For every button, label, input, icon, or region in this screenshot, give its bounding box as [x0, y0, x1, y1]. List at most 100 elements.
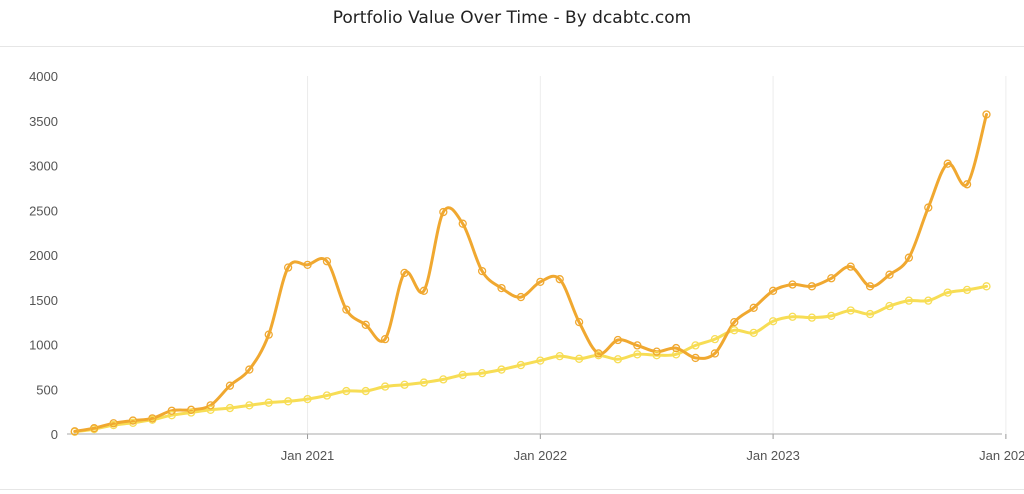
data-point[interactable]: [768, 286, 778, 295]
data-point[interactable]: [827, 311, 836, 321]
data-point[interactable]: [458, 219, 467, 228]
data-point[interactable]: [322, 257, 332, 266]
data-point[interactable]: [419, 378, 429, 387]
data-point[interactable]: [613, 335, 623, 345]
data-point[interactable]: [167, 406, 176, 415]
data-point[interactable]: [652, 351, 661, 360]
data-point[interactable]: [477, 368, 487, 378]
data-point[interactable]: [962, 285, 972, 295]
data-point[interactable]: [536, 277, 545, 287]
data-point[interactable]: [943, 288, 952, 297]
data-point[interactable]: [691, 353, 700, 363]
data-point[interactable]: [924, 203, 933, 212]
x-tick-label: Jan 2021: [281, 448, 335, 463]
data-point[interactable]: [671, 343, 681, 353]
data-point[interactable]: [671, 350, 681, 359]
data-point[interactable]: [303, 394, 312, 404]
data-point[interactable]: [70, 427, 79, 436]
data-point[interactable]: [439, 207, 448, 217]
data-point[interactable]: [439, 375, 448, 384]
data-point[interactable]: [167, 411, 176, 420]
data-point[interactable]: [516, 360, 526, 370]
data-point[interactable]: [904, 253, 914, 262]
data-point[interactable]: [361, 386, 370, 396]
data-point[interactable]: [749, 328, 758, 338]
data-point[interactable]: [380, 382, 390, 391]
data-point[interactable]: [788, 312, 797, 321]
data-point[interactable]: [768, 317, 778, 326]
data-point[interactable]: [633, 350, 642, 359]
data-point[interactable]: [555, 351, 564, 361]
data-point[interactable]: [380, 334, 390, 344]
data-point[interactable]: [865, 282, 875, 291]
data-point[interactable]: [322, 391, 332, 400]
data-point[interactable]: [924, 296, 933, 305]
data-point[interactable]: [574, 317, 584, 327]
data-point[interactable]: [361, 320, 370, 329]
data-point[interactable]: [419, 286, 429, 295]
data-point[interactable]: [225, 403, 235, 413]
x-tick-label: Jan 2023: [746, 448, 800, 463]
x-tick-label: Jan 2022: [514, 448, 568, 463]
data-point[interactable]: [885, 270, 894, 279]
data-point[interactable]: [594, 349, 603, 358]
data-point[interactable]: [574, 354, 584, 363]
y-tick-label: 2500: [29, 203, 58, 218]
data-point[interactable]: [652, 347, 661, 356]
data-point[interactable]: [148, 414, 157, 423]
data-point[interactable]: [283, 263, 293, 272]
data-point[interactable]: [186, 408, 196, 417]
chart-title: Portfolio Value Over Time - By dcabtc.co…: [332, 8, 692, 28]
data-point[interactable]: [846, 306, 855, 315]
data-point[interactable]: [982, 282, 991, 291]
data-point[interactable]: [904, 296, 914, 305]
data-point[interactable]: [691, 341, 700, 350]
data-point[interactable]: [788, 280, 797, 289]
data-point[interactable]: [846, 262, 855, 271]
data-point[interactable]: [128, 418, 138, 427]
data-point[interactable]: [613, 355, 623, 364]
data-point[interactable]: [865, 309, 875, 319]
data-point[interactable]: [477, 266, 487, 276]
y-tick-label: 1500: [29, 293, 58, 308]
data-point[interactable]: [982, 110, 991, 119]
data-point[interactable]: [206, 401, 215, 410]
data-point[interactable]: [245, 401, 254, 410]
data-point[interactable]: [264, 330, 273, 339]
y-tick-label: 500: [36, 382, 58, 397]
data-point[interactable]: [749, 303, 758, 312]
data-point[interactable]: [633, 341, 642, 350]
data-point[interactable]: [283, 397, 293, 406]
data-point[interactable]: [400, 380, 409, 389]
data-point[interactable]: [342, 305, 351, 314]
data-point[interactable]: [90, 424, 99, 433]
data-point[interactable]: [516, 292, 526, 302]
data-point[interactable]: [109, 419, 118, 428]
data-point[interactable]: [536, 356, 545, 365]
data-point[interactable]: [264, 398, 273, 407]
data-point[interactable]: [807, 313, 817, 322]
data-point[interactable]: [342, 386, 351, 396]
data-point[interactable]: [303, 260, 312, 269]
data-point[interactable]: [710, 349, 720, 358]
data-point[interactable]: [807, 282, 817, 291]
data-point[interactable]: [245, 365, 254, 374]
axes: [67, 433, 1007, 439]
data-points: [70, 110, 991, 436]
data-point[interactable]: [186, 405, 196, 414]
data-point[interactable]: [885, 301, 894, 311]
data-point[interactable]: [943, 159, 952, 168]
data-point[interactable]: [827, 274, 836, 283]
data-point[interactable]: [206, 405, 215, 414]
data-point[interactable]: [710, 334, 720, 344]
data-point[interactable]: [497, 283, 506, 293]
data-point[interactable]: [497, 365, 506, 374]
data-point[interactable]: [730, 326, 739, 335]
data-point[interactable]: [128, 416, 138, 425]
data-point[interactable]: [555, 275, 564, 284]
data-point[interactable]: [458, 370, 467, 380]
data-point[interactable]: [962, 180, 972, 189]
data-point[interactable]: [730, 317, 739, 327]
data-point[interactable]: [400, 268, 409, 278]
data-point[interactable]: [225, 381, 235, 390]
